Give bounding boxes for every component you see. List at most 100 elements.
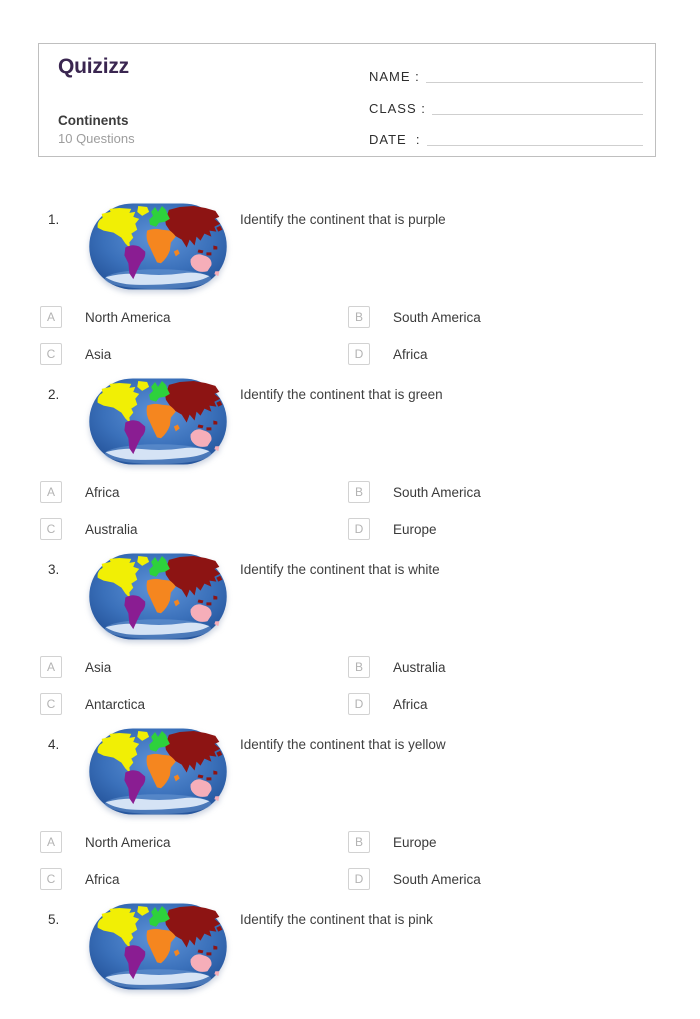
answer-option[interactable]: B South America — [348, 306, 656, 328]
answer-option[interactable]: B Europe — [348, 831, 656, 853]
option-text: Africa — [85, 871, 120, 887]
answer-option[interactable]: A Asia — [40, 656, 348, 678]
question-block: 2. — [0, 378, 700, 540]
answer-option[interactable]: A North America — [40, 306, 348, 328]
question-count: 10 Questions — [58, 131, 135, 146]
europe — [149, 555, 170, 577]
answer-option[interactable]: B South America — [348, 481, 656, 503]
header-left: Quizizz Continents 10 Questions — [39, 44, 369, 156]
question-head: 2. — [0, 378, 700, 465]
answer-option[interactable]: C Australia — [40, 518, 348, 540]
option-letter-box: B — [348, 831, 370, 853]
asia — [164, 205, 221, 248]
question-block: 4. — [0, 728, 700, 890]
question-head: 5. — [0, 903, 700, 990]
question-block: 3. — [0, 553, 700, 715]
question-prompt: Identify the continent that is yellow — [240, 737, 446, 752]
north-america — [97, 732, 140, 774]
world-map-icon — [88, 728, 228, 815]
asia-islands — [197, 225, 223, 256]
date-label: DATE : — [369, 132, 421, 147]
question-head: 1. — [0, 203, 700, 290]
answer-option[interactable]: D South America — [348, 868, 656, 890]
north-america — [97, 907, 140, 949]
worksheet-header: Quizizz Continents 10 Questions NAME : C… — [38, 43, 656, 157]
question-number: 3. — [48, 562, 60, 577]
quiz-info: Continents 10 Questions — [58, 113, 369, 146]
answer-option[interactable]: C Asia — [40, 343, 348, 365]
option-letter-box: C — [40, 693, 62, 715]
answer-option[interactable]: C Africa — [40, 868, 348, 890]
greenland — [137, 905, 150, 916]
africa — [146, 578, 180, 614]
question-head: 3. — [0, 553, 700, 640]
option-text: North America — [85, 834, 171, 850]
option-letter-box: D — [348, 868, 370, 890]
greenland — [137, 380, 150, 391]
asia — [164, 730, 221, 773]
question-block: 5. — [0, 903, 700, 1006]
option-text: Europe — [393, 834, 437, 850]
asia-islands — [197, 400, 223, 431]
question-prompt: Identify the continent that is purple — [240, 212, 446, 227]
option-text: South America — [393, 871, 481, 887]
option-text: Australia — [393, 659, 446, 675]
question-prompt: Identify the continent that is white — [240, 562, 440, 577]
answer-options: A North America B South America C Asia D… — [0, 306, 700, 365]
greenland — [137, 555, 150, 566]
answer-option[interactable]: B Australia — [348, 656, 656, 678]
option-text: Asia — [85, 659, 112, 675]
class-field-row: CLASS : — [369, 88, 643, 116]
answer-option[interactable]: A North America — [40, 831, 348, 853]
option-letter-box: B — [348, 306, 370, 328]
option-letter-box: A — [40, 656, 62, 678]
south-america — [124, 595, 146, 630]
south-america — [124, 945, 146, 980]
option-text: South America — [393, 484, 481, 500]
answer-option[interactable]: D Africa — [348, 693, 656, 715]
australia — [190, 604, 220, 627]
answer-options: A Africa B South America C Australia D E… — [0, 481, 700, 540]
south-america — [124, 245, 146, 280]
option-letter-box: D — [348, 518, 370, 540]
question-prompt: Identify the continent that is pink — [240, 912, 433, 927]
class-label: CLASS : — [369, 100, 426, 116]
answer-option[interactable]: C Antarctica — [40, 693, 348, 715]
asia-islands — [197, 750, 223, 781]
option-letter-box: B — [348, 656, 370, 678]
name-label: NAME : — [369, 69, 420, 84]
class-blank-line — [431, 113, 643, 115]
option-text: North America — [85, 309, 171, 325]
question-number: 1. — [48, 212, 60, 227]
answer-option[interactable]: D Europe — [348, 518, 656, 540]
north-america — [97, 207, 140, 249]
australia — [190, 954, 220, 977]
name-blank-line — [425, 82, 643, 83]
australia — [190, 254, 220, 277]
africa — [146, 403, 180, 439]
south-america — [124, 420, 146, 455]
answer-options: A North America B Europe C Africa D Sout… — [0, 831, 700, 890]
europe — [149, 205, 170, 227]
option-text: Europe — [393, 521, 437, 537]
africa — [146, 228, 180, 264]
question-prompt: Identify the continent that is green — [240, 387, 443, 402]
question-number: 2. — [48, 387, 60, 402]
option-text: Africa — [393, 696, 428, 712]
answer-option[interactable]: D Africa — [348, 343, 656, 365]
europe — [149, 905, 170, 927]
north-america — [97, 382, 140, 424]
world-map-icon — [88, 903, 228, 990]
greenland — [137, 205, 150, 216]
date-blank-line — [426, 145, 643, 146]
option-letter-box: C — [40, 868, 62, 890]
world-map-icon — [88, 378, 228, 465]
asia-islands — [197, 925, 223, 956]
option-letter-box: C — [40, 343, 62, 365]
greenland — [137, 730, 150, 741]
option-text: South America — [393, 309, 481, 325]
answer-option[interactable]: A Africa — [40, 481, 348, 503]
option-letter-box: B — [348, 481, 370, 503]
option-text: Africa — [393, 346, 428, 362]
option-letter-box: A — [40, 306, 62, 328]
